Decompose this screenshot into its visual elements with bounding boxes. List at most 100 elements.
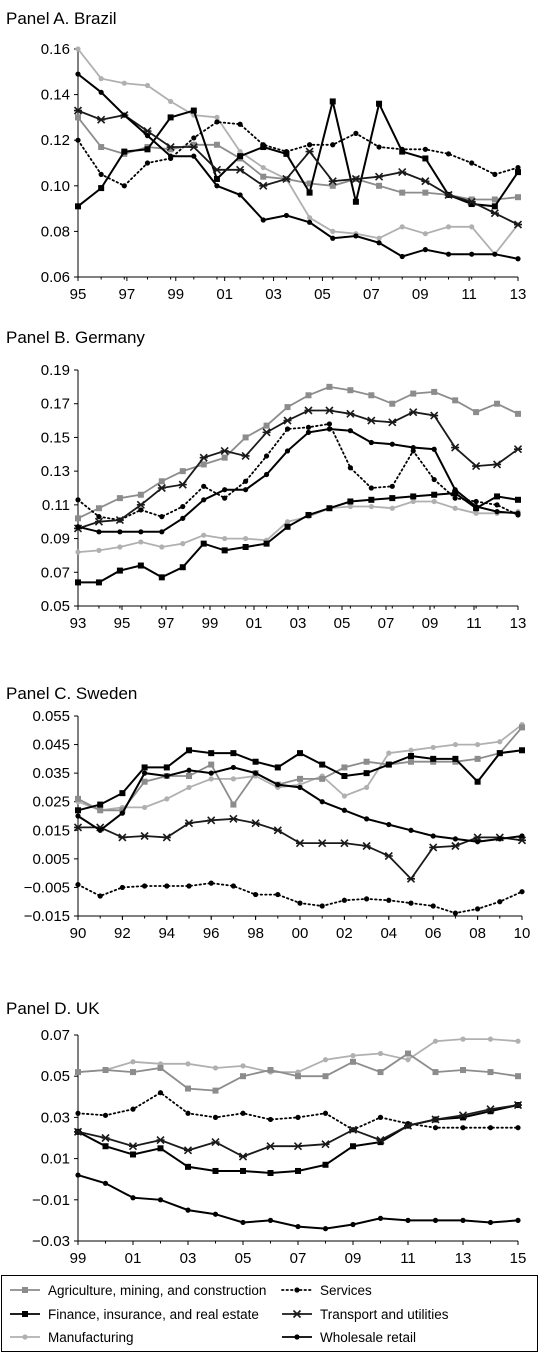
data-point bbox=[431, 446, 437, 452]
series-4 bbox=[75, 1036, 521, 1075]
data-point bbox=[164, 883, 170, 889]
series-0 bbox=[75, 1050, 521, 1094]
legend-marker bbox=[292, 1309, 302, 1319]
x-tick-label: 02 bbox=[336, 925, 353, 942]
data-point bbox=[431, 491, 438, 498]
x-tick-label: 01 bbox=[246, 615, 263, 632]
legend-item: Wholesale retail bbox=[282, 1330, 416, 1345]
data-point bbox=[306, 189, 313, 196]
y-tick-label: 0.15 bbox=[41, 429, 70, 446]
data-point bbox=[98, 185, 105, 192]
data-point bbox=[295, 1073, 301, 1080]
data-point bbox=[430, 903, 436, 909]
data-point bbox=[469, 224, 475, 230]
data-point bbox=[305, 511, 312, 518]
data-point bbox=[73, 106, 83, 115]
legend-marker bbox=[22, 1287, 28, 1293]
x-tick-label: 13 bbox=[510, 286, 527, 303]
data-point bbox=[240, 1073, 246, 1080]
x-tick-label: 10 bbox=[514, 925, 531, 942]
data-point bbox=[350, 1058, 356, 1065]
data-point bbox=[199, 453, 208, 462]
x-tick-label: 09 bbox=[412, 286, 429, 303]
data-point bbox=[326, 383, 333, 390]
panel-2: Panel B. Germany 0.19 0.17 0.15 0.13 0.11 0.09… bbox=[6, 328, 526, 632]
legend-item: Transport and utilities bbox=[282, 1307, 449, 1322]
data-point bbox=[363, 770, 370, 777]
data-point bbox=[422, 155, 429, 162]
series-2 bbox=[75, 490, 521, 586]
x-tick-label: 13 bbox=[510, 615, 527, 632]
data-point bbox=[353, 233, 359, 239]
y-tick-label: 0.035 bbox=[32, 765, 70, 782]
x-tick-label: 06 bbox=[425, 925, 442, 942]
data-point bbox=[260, 144, 267, 151]
data-point bbox=[75, 114, 81, 121]
data-point bbox=[513, 445, 523, 454]
y-tick-label: 0.08 bbox=[41, 223, 70, 240]
data-point bbox=[494, 493, 501, 500]
data-point bbox=[75, 807, 81, 814]
data-point bbox=[220, 446, 229, 455]
data-point bbox=[429, 843, 438, 852]
data-point bbox=[513, 1100, 523, 1110]
data-point bbox=[376, 144, 382, 150]
data-point bbox=[368, 503, 374, 510]
data-point bbox=[452, 495, 458, 501]
data-point bbox=[118, 833, 127, 842]
data-point bbox=[305, 392, 312, 399]
data-point bbox=[121, 112, 127, 118]
x-tick-label: 94 bbox=[158, 925, 175, 942]
data-point bbox=[431, 1115, 440, 1124]
data-point bbox=[141, 764, 148, 771]
data-point bbox=[184, 819, 194, 828]
data-point bbox=[117, 544, 123, 550]
data-point bbox=[214, 119, 220, 125]
data-point bbox=[341, 793, 347, 799]
data-point bbox=[469, 160, 475, 166]
series-line bbox=[77, 73, 519, 260]
legend-marker bbox=[294, 1334, 300, 1340]
data-point bbox=[467, 197, 476, 206]
data-point bbox=[469, 251, 475, 257]
data-point bbox=[119, 810, 125, 816]
data-point bbox=[207, 816, 216, 825]
data-point bbox=[389, 483, 395, 489]
y-tick-label: 0.11 bbox=[42, 497, 70, 514]
data-point bbox=[260, 164, 266, 171]
data-point bbox=[492, 460, 502, 469]
data-point bbox=[389, 495, 396, 502]
data-point bbox=[347, 428, 353, 434]
data-point bbox=[96, 529, 102, 535]
data-point bbox=[306, 215, 313, 221]
data-point bbox=[75, 795, 81, 802]
series-line bbox=[77, 109, 519, 226]
y-tick-label: 0.015 bbox=[32, 822, 70, 839]
x-tick-label: 97 bbox=[119, 286, 136, 303]
y-tick-label: 0.12 bbox=[41, 132, 70, 149]
x-tick-label: 07 bbox=[378, 615, 395, 632]
data-point bbox=[200, 461, 207, 468]
data-point bbox=[141, 778, 148, 785]
data-point bbox=[241, 451, 250, 461]
data-point bbox=[97, 801, 104, 808]
data-point bbox=[405, 1050, 411, 1057]
data-point bbox=[267, 1217, 274, 1223]
y-tick-label: 0.05 bbox=[41, 598, 70, 615]
data-point bbox=[237, 121, 243, 127]
data-point bbox=[347, 503, 353, 510]
data-point bbox=[283, 212, 290, 219]
panel-title: Panel B. Germany bbox=[6, 328, 145, 347]
data-point bbox=[341, 773, 348, 779]
data-point bbox=[212, 1167, 219, 1174]
data-point bbox=[473, 503, 479, 510]
data-point bbox=[422, 146, 428, 152]
data-point bbox=[116, 495, 123, 502]
data-point bbox=[75, 71, 81, 77]
series-line bbox=[77, 1174, 519, 1230]
data-point bbox=[158, 478, 165, 485]
data-point bbox=[121, 80, 127, 86]
data-point bbox=[96, 547, 102, 553]
